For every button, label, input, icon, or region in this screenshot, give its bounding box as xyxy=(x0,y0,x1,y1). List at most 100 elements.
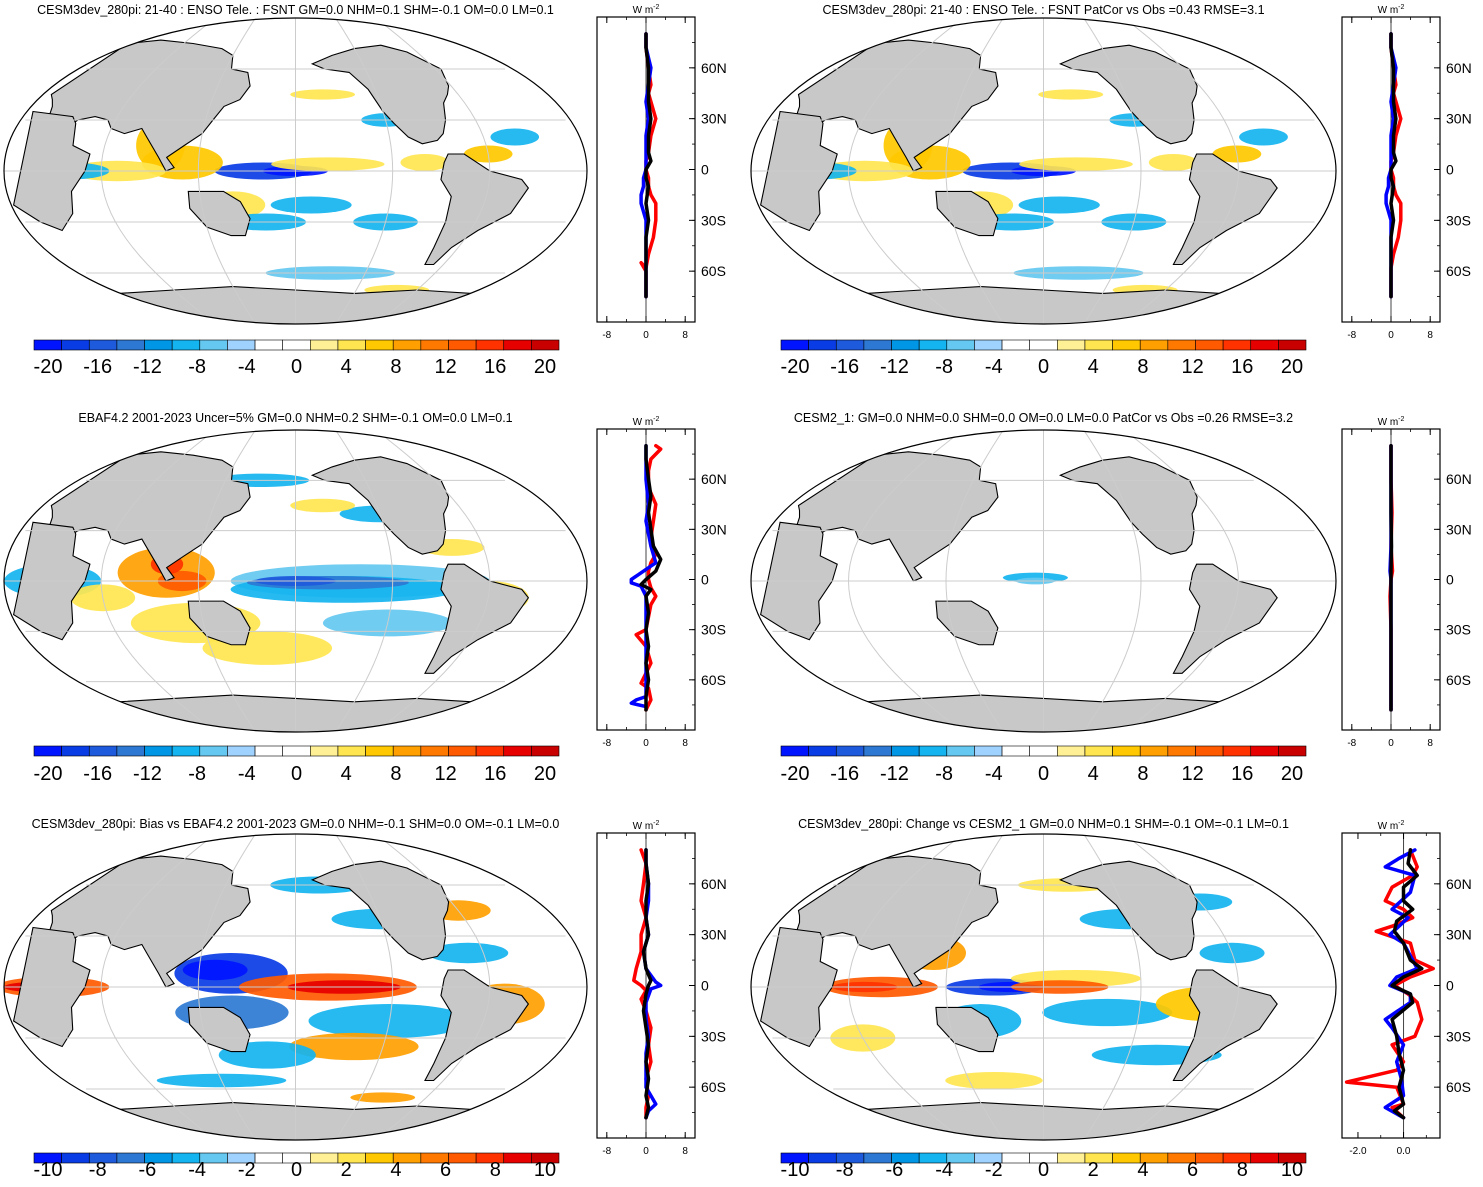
colorbar-tick-label: 8 xyxy=(390,763,401,785)
longitude-line xyxy=(945,430,1004,732)
colorbar-tick-label: 8 xyxy=(1237,1159,1248,1181)
colorbar-tick-label: 0 xyxy=(291,763,302,785)
lat-tick-label: 60S xyxy=(701,263,726,279)
colorbar-tick-label: -2 xyxy=(238,1159,256,1181)
units-label: W m-2 xyxy=(1378,4,1405,16)
x-tick-label: -8 xyxy=(1347,738,1356,749)
colorbar-swatch xyxy=(254,745,283,757)
colorbar-tick-label: 16 xyxy=(484,763,506,785)
colorbar-tick-label: 8 xyxy=(1137,356,1148,378)
colorbar-tick-label: 16 xyxy=(1231,356,1253,378)
colorbar-swatch xyxy=(420,339,449,351)
longitude-line xyxy=(1083,18,1142,324)
panel-title: CESM3dev_280pi: Bias vs EBAF4.2 2001-202… xyxy=(32,817,560,831)
landmass xyxy=(1058,456,1198,555)
colorbar-swatch xyxy=(808,1152,837,1164)
colorbar-swatch xyxy=(1139,745,1169,757)
colorbar-swatch xyxy=(863,745,892,757)
colorbar-5: -10 -8 -6 -4 -2 0 2 4 6 8 10 xyxy=(34,1152,560,1181)
anomaly-patch xyxy=(290,498,356,513)
longitude-line xyxy=(100,18,216,324)
colorbar-tick-label: -12 xyxy=(880,356,909,378)
colorbar-swatch xyxy=(365,745,394,757)
colorbar-swatch xyxy=(144,745,173,757)
colorbar-swatch xyxy=(1195,1152,1224,1164)
colorbar-swatch xyxy=(1084,745,1113,757)
zonal-series-black xyxy=(1389,32,1398,299)
landmass xyxy=(424,153,530,266)
lat-tick-label: 60S xyxy=(1446,263,1471,279)
landmass xyxy=(310,456,450,555)
zonal-series-red xyxy=(1344,848,1435,1120)
colorbar-swatch xyxy=(946,745,975,757)
colorbar-swatch xyxy=(310,745,339,757)
colorbar-swatch xyxy=(337,745,366,757)
landmass xyxy=(187,600,251,646)
colorbar-swatch xyxy=(974,339,1003,351)
colorbar-swatch xyxy=(1057,339,1086,351)
panel-title: CESM3dev_280pi: 21-40 : ENSO Tele. : FSN… xyxy=(37,3,554,17)
landmass xyxy=(1058,44,1198,145)
longitude-line xyxy=(945,834,1004,1140)
anomaly-patch xyxy=(427,942,509,964)
colorbar-swatch xyxy=(116,339,145,351)
lat-tick-label: 60N xyxy=(1446,876,1472,892)
colorbar-swatch xyxy=(171,339,201,351)
colorbar-tick-label: 10 xyxy=(534,1159,556,1181)
colorbar-swatch xyxy=(282,745,311,757)
lat-tick-label: 30N xyxy=(1446,111,1472,127)
x-tick-label: 0 xyxy=(1388,330,1394,341)
anomaly-patch xyxy=(350,1092,416,1103)
longitude-line xyxy=(847,18,964,324)
colorbar-4: -20 -16 -12 -8 -4 0 4 8 12 16 20 xyxy=(781,745,1307,785)
colorbar-swatch xyxy=(1278,339,1307,351)
zonal-mean-panel-5: W m-2 60N 30N 0 30S 60S -8 0 8 xyxy=(596,820,727,1157)
colorbar-swatch xyxy=(808,339,837,351)
longitude-line xyxy=(945,18,1004,324)
longitude-line xyxy=(335,18,394,324)
lat-tick-label: 60S xyxy=(701,1079,726,1095)
zonal-mean-panel-4: W m-2 60N 30N 0 30S 60S -8 0 8 xyxy=(1341,416,1472,749)
colorbar-tick-label: -8 xyxy=(89,1159,107,1181)
lat-tick-label: 30S xyxy=(701,212,726,228)
colorbar-swatch xyxy=(503,1152,532,1164)
colorbar-swatch xyxy=(531,1152,560,1164)
colorbar-swatch xyxy=(1112,745,1141,757)
x-tick-label: 0 xyxy=(643,330,649,341)
longitude-line xyxy=(1123,430,1240,732)
zonal-series-black xyxy=(639,443,663,712)
landmass xyxy=(935,190,999,237)
colorbar-tick-label: -8 xyxy=(188,356,206,378)
map-panel-1 xyxy=(3,17,588,325)
colorbar-swatch xyxy=(1250,1152,1279,1164)
anomaly-patch xyxy=(1038,89,1104,100)
zonal-series-black xyxy=(1389,443,1394,712)
colorbar-tick-label: -6 xyxy=(139,1159,157,1181)
longitude-line xyxy=(335,834,394,1140)
colorbar-6: -10 -8 -6 -4 -2 0 2 4 6 8 10 xyxy=(781,1152,1307,1181)
landmass xyxy=(424,563,530,674)
longitude-line xyxy=(375,430,491,732)
lat-tick-label: 60N xyxy=(701,60,727,76)
colorbar-swatch xyxy=(1029,745,1058,757)
colorbar-swatch xyxy=(1084,339,1113,351)
anomaly-patch xyxy=(1018,196,1100,214)
colorbar-swatch xyxy=(1222,745,1252,757)
zonal-series-black xyxy=(1390,848,1424,1120)
colorbar-swatch xyxy=(1278,1152,1307,1164)
colorbar-tick-label: -4 xyxy=(188,1159,206,1181)
colorbar-swatch xyxy=(946,339,975,351)
longitude-line xyxy=(197,18,256,324)
anomaly-patch xyxy=(271,157,385,171)
colorbar-tick-label: -6 xyxy=(886,1159,904,1181)
colorbar-tick-label: -4 xyxy=(985,763,1003,785)
map-border xyxy=(3,429,588,733)
lat-tick-label: 30S xyxy=(701,622,726,638)
longitude-line xyxy=(1083,430,1142,732)
landmass xyxy=(1172,563,1278,674)
colorbar-tick-label: 12 xyxy=(434,763,456,785)
anomaly-patch xyxy=(945,1072,1043,1089)
lat-tick-label: 30N xyxy=(701,521,727,537)
colorbar-swatch xyxy=(1001,339,1030,351)
colorbar-swatch xyxy=(171,745,201,757)
